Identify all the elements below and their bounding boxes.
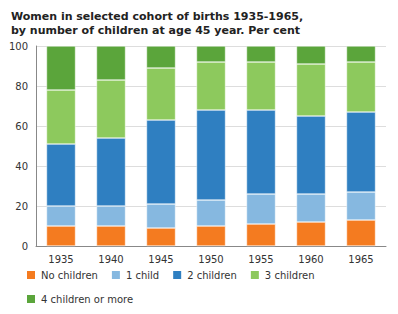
svg-text:40: 40: [15, 161, 28, 172]
svg-text:1960: 1960: [298, 254, 323, 265]
svg-text:0: 0: [22, 241, 28, 252]
svg-text:1965: 1965: [348, 254, 373, 265]
svg-text:1950: 1950: [198, 254, 223, 265]
svg-text:4 children or more: 4 children or more: [41, 294, 133, 305]
svg-text:1940: 1940: [98, 254, 123, 265]
svg-text:2 children: 2 children: [187, 270, 237, 281]
svg-text:1935: 1935: [48, 254, 73, 265]
svg-text:60: 60: [15, 121, 28, 132]
svg-text:Women in selected cohort of bi: Women in selected cohort of births 1935-…: [11, 10, 307, 23]
svg-text:100: 100: [9, 41, 28, 52]
svg-text:3 children: 3 children: [265, 270, 315, 281]
svg-text:No children: No children: [41, 270, 98, 281]
svg-text:by number of children at age 4: by number of children at age 45 year. Pe…: [11, 24, 300, 37]
svg-text:1945: 1945: [148, 254, 173, 265]
svg-text:1955: 1955: [248, 254, 273, 265]
svg-text:80: 80: [15, 81, 28, 92]
svg-text:20: 20: [15, 201, 28, 212]
svg-text:1 child: 1 child: [126, 270, 159, 281]
